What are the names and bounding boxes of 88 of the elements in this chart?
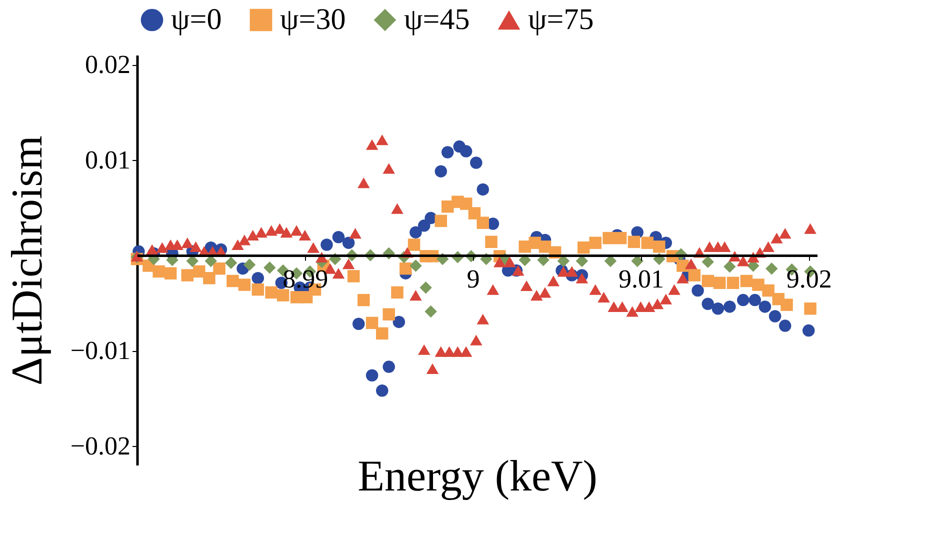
point: [628, 236, 640, 248]
point: [358, 294, 370, 306]
point: [780, 298, 793, 311]
point: [712, 302, 724, 315]
x-tick-label: 9: [466, 264, 480, 294]
point: [702, 274, 714, 288]
x-axis-title: Energy (keV): [358, 452, 598, 500]
point: [737, 294, 750, 306]
point: [577, 241, 590, 254]
point: [213, 262, 226, 275]
point: [460, 198, 472, 210]
point: [181, 269, 194, 282]
point: [713, 276, 726, 290]
point: [614, 232, 627, 244]
y-axis-title: ΔμtDichroism: [2, 136, 52, 386]
point: [434, 214, 448, 228]
point: [164, 267, 177, 280]
y-tick-label: −0.01: [70, 336, 130, 366]
point: [332, 231, 345, 244]
point: [476, 183, 489, 196]
point: [485, 236, 498, 248]
point: [408, 238, 420, 251]
x-tick-label: 9.01: [618, 264, 664, 294]
point: [382, 308, 395, 320]
point: [320, 238, 333, 251]
point: [424, 212, 437, 224]
point: [226, 274, 239, 288]
point: [243, 258, 256, 271]
point: [152, 265, 165, 278]
point: [778, 320, 792, 332]
point: [538, 240, 552, 253]
point: [802, 324, 815, 337]
point: [400, 262, 412, 275]
point: [766, 262, 778, 275]
point: [410, 260, 422, 272]
point: [724, 300, 736, 313]
point: [653, 240, 666, 253]
point: [366, 316, 378, 330]
point: [476, 216, 489, 229]
point: [347, 270, 360, 282]
point: [726, 276, 740, 290]
point: [224, 256, 238, 269]
point: [265, 286, 278, 299]
point: [276, 289, 290, 302]
point: [410, 226, 422, 238]
point: [392, 316, 406, 328]
point: [468, 207, 481, 220]
legend-label: ψ=45: [404, 3, 470, 36]
point: [382, 360, 395, 373]
y-tick-label: −0.02: [70, 431, 130, 460]
point: [434, 165, 448, 178]
point: [441, 146, 454, 158]
point: [252, 272, 264, 284]
y-tick-label: 0.02: [85, 50, 130, 80]
point: [748, 294, 761, 306]
point: [376, 327, 388, 340]
point: [470, 156, 482, 169]
point: [366, 369, 378, 382]
y-tick-label: 0.01: [85, 145, 130, 174]
point: [391, 286, 404, 299]
point: [641, 236, 654, 249]
point: [376, 384, 388, 397]
point: [252, 283, 264, 296]
point: [692, 284, 704, 297]
legend-label: ψ=75: [528, 3, 594, 36]
point: [424, 305, 437, 318]
point: [352, 318, 365, 330]
point: [238, 278, 251, 291]
point: [758, 300, 772, 313]
legend-label: ψ=30: [280, 3, 346, 36]
point: [342, 236, 355, 249]
point: [804, 302, 816, 315]
x-tick-label: 9.02: [786, 264, 832, 294]
point: [602, 232, 615, 244]
point: [264, 262, 276, 274]
point: [203, 272, 216, 284]
point: [688, 269, 701, 282]
point: [418, 220, 430, 232]
point: [724, 260, 736, 273]
point: [460, 145, 472, 158]
point: [702, 298, 714, 310]
point: [740, 274, 753, 288]
point: [702, 256, 714, 268]
point: [762, 284, 774, 297]
point: [420, 282, 432, 294]
legend-label: ψ=0: [171, 3, 222, 36]
point: [768, 310, 782, 322]
point: [589, 236, 602, 249]
